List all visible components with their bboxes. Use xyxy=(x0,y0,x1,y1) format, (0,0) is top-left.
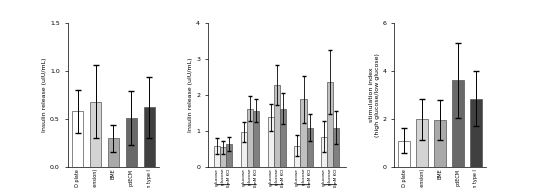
Bar xyxy=(126,118,137,167)
Bar xyxy=(253,111,259,167)
Bar xyxy=(247,109,253,167)
Bar xyxy=(434,120,446,167)
Bar xyxy=(333,127,340,167)
Bar xyxy=(268,117,274,167)
Bar xyxy=(327,82,333,167)
Bar xyxy=(280,109,286,167)
Bar xyxy=(470,99,482,167)
Bar xyxy=(90,102,102,167)
Bar xyxy=(72,111,83,167)
Bar xyxy=(107,138,119,167)
Bar xyxy=(452,80,464,167)
Bar xyxy=(307,127,313,167)
Bar xyxy=(398,141,410,167)
Bar xyxy=(274,85,280,167)
Bar xyxy=(214,146,220,167)
Bar xyxy=(220,147,226,167)
Bar xyxy=(416,119,428,167)
Bar xyxy=(300,99,307,167)
Bar xyxy=(226,144,232,167)
Bar xyxy=(144,108,156,167)
Y-axis label: Insulin release (uIU/mL): Insulin release (uIU/mL) xyxy=(42,58,48,132)
Y-axis label: stimulation index
(high glucose/low glucose): stimulation index (high glucose/low gluc… xyxy=(369,53,380,137)
Bar xyxy=(294,146,300,167)
Bar xyxy=(241,132,247,167)
Bar xyxy=(321,136,327,167)
Y-axis label: Insulin release (uIU/mL): Insulin release (uIU/mL) xyxy=(188,58,193,132)
